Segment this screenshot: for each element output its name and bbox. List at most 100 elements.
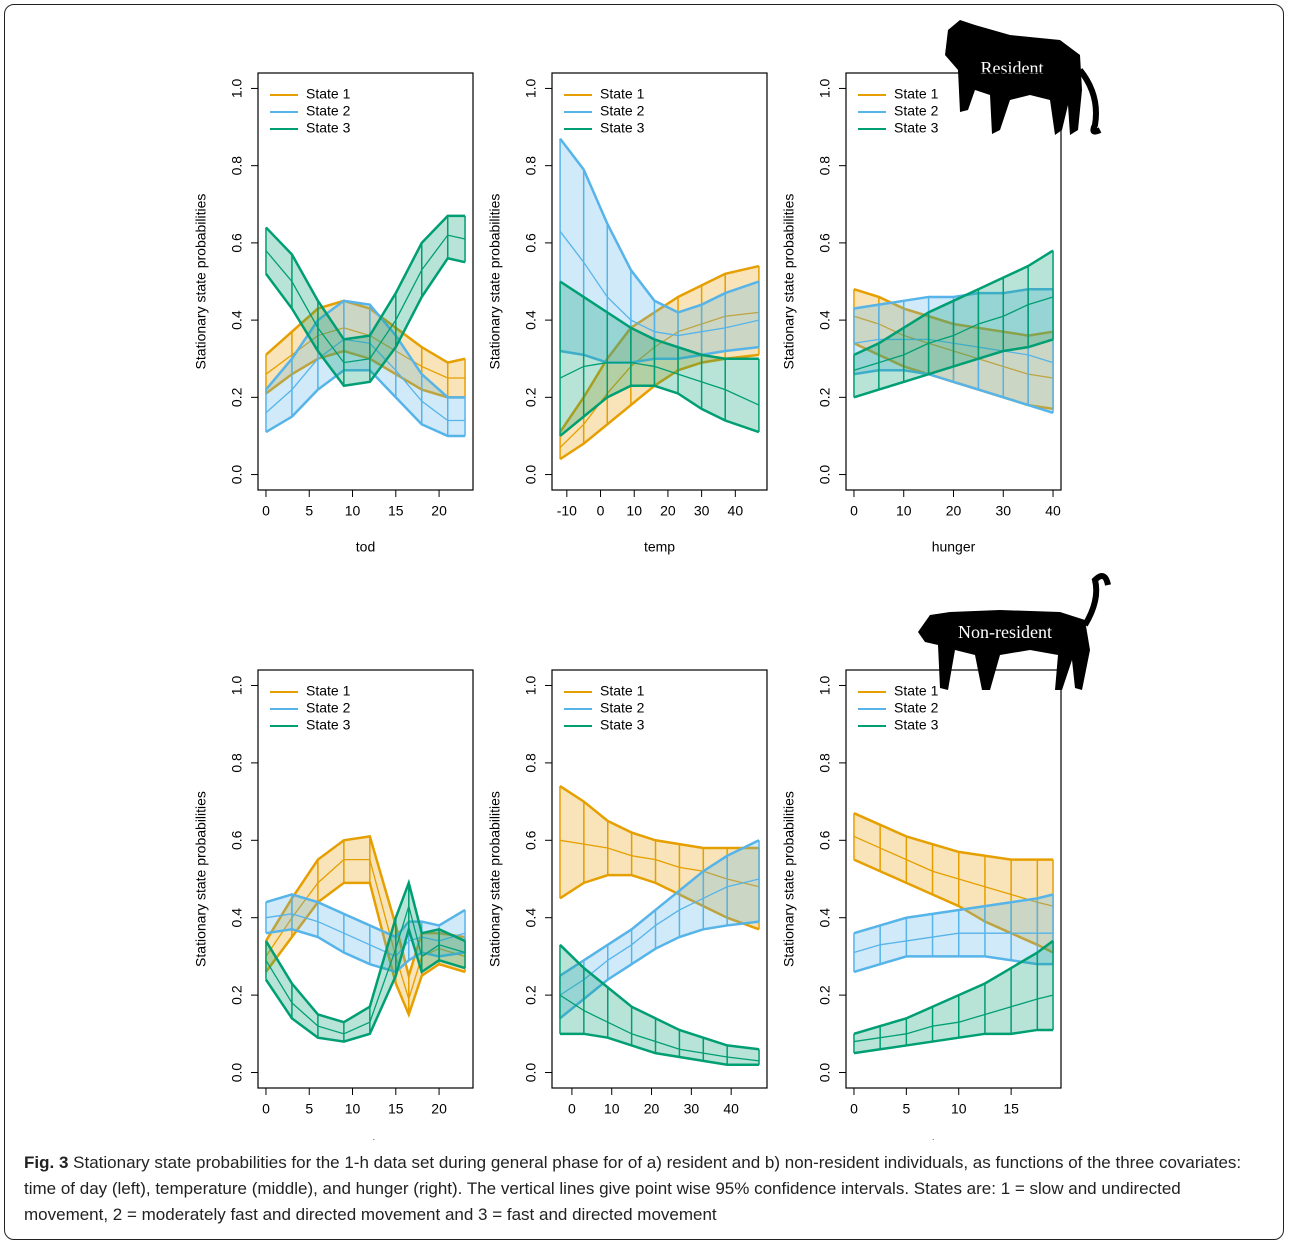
x-tick-label: 0 xyxy=(262,1101,270,1117)
mean-line xyxy=(559,839,760,888)
y-tick-label: 0.2 xyxy=(229,985,245,1005)
ci-band xyxy=(607,312,631,398)
legend-label: State 2 xyxy=(306,103,351,119)
mean-line xyxy=(853,932,1054,954)
x-axis-label: hunger xyxy=(932,539,976,555)
x-tick-label: 10 xyxy=(345,503,361,519)
y-tick-label: 0.4 xyxy=(523,908,539,928)
y-axis-label: Stationary state probabilities xyxy=(781,791,797,967)
ci-band xyxy=(1037,940,1054,1030)
ci-band xyxy=(560,281,584,436)
x-tick-label: 20 xyxy=(660,503,676,519)
caption-label: Fig. 3 xyxy=(24,1153,69,1172)
ci-band xyxy=(583,296,608,417)
y-tick-label: 0.8 xyxy=(523,753,539,773)
figure-caption: Fig. 3 Stationary state probabilities fo… xyxy=(24,1150,1269,1228)
legend-label: State 1 xyxy=(894,683,939,699)
y-tick-label: 0.6 xyxy=(229,830,245,850)
ci-band xyxy=(408,921,422,961)
ci-band xyxy=(1003,266,1029,351)
ci-band xyxy=(928,316,954,382)
ci-lower-line xyxy=(265,928,466,974)
ci-band xyxy=(1011,898,1038,965)
ci-band xyxy=(291,254,318,351)
y-tick-label: 0.8 xyxy=(523,156,539,176)
x-tick-label: 20 xyxy=(946,503,962,519)
ci-band xyxy=(408,882,422,972)
ci-upper-line xyxy=(853,812,1054,861)
legend-label: State 3 xyxy=(600,120,645,136)
x-tick-label: -10 xyxy=(557,503,577,519)
ci-band xyxy=(583,944,608,999)
ci-band xyxy=(630,269,655,363)
ci-upper-line xyxy=(559,839,760,977)
ci-band xyxy=(1028,250,1054,348)
ci-band xyxy=(1011,859,1038,945)
y-tick-label: 1.0 xyxy=(229,676,245,696)
ci-band xyxy=(343,300,370,359)
ci-band xyxy=(1028,331,1054,409)
ci-upper-line xyxy=(264,835,466,981)
ci-band xyxy=(631,1006,656,1054)
y-tick-label: 0.4 xyxy=(229,310,245,330)
figure: Resident Non-resident 0.0 0.2 0.4 0.6 0.8 1.0… xyxy=(193,20,1111,1140)
ci-band xyxy=(655,840,680,895)
ci-band xyxy=(906,913,933,957)
ci-lower-line xyxy=(559,1032,760,1067)
ci-band xyxy=(343,1006,370,1042)
ci-band xyxy=(560,397,584,460)
legend-label: State 1 xyxy=(600,86,645,102)
ci-band xyxy=(701,293,726,355)
ci-band xyxy=(291,983,318,1038)
ci-band xyxy=(343,300,370,371)
ci-band xyxy=(703,848,728,918)
y-tick-label: 0.0 xyxy=(817,465,833,485)
ci-lower-line xyxy=(559,873,760,931)
y-tick-label: 0.6 xyxy=(523,233,539,253)
y-tick-label: 0.2 xyxy=(229,387,245,407)
y-tick-label: 0.4 xyxy=(817,310,833,330)
ci-band xyxy=(953,323,979,390)
y-tick-label: 0.8 xyxy=(817,156,833,176)
legend-label: State 2 xyxy=(306,700,351,716)
y-tick-label: 0.0 xyxy=(817,1063,833,1083)
ci-upper-line xyxy=(853,287,1054,310)
mean-line xyxy=(265,234,466,364)
ci-upper-line xyxy=(265,214,466,341)
x-tick-label: 0 xyxy=(597,503,605,519)
ci-band xyxy=(583,358,608,444)
ci-upper-line xyxy=(264,878,466,1024)
x-axis-label: temp xyxy=(644,539,675,555)
panel: 0.0 0.2 0.4 0.6 0.8 1.0 -10 0 10 20 30 40 temp Statio… xyxy=(487,72,768,555)
mean-line xyxy=(559,361,760,406)
legend-label: State 1 xyxy=(306,86,351,102)
ci-band xyxy=(853,343,879,398)
x-tick-label: 10 xyxy=(345,1101,361,1117)
ci-band xyxy=(984,968,1012,1034)
ci-band xyxy=(701,354,726,421)
ci-band xyxy=(265,940,292,1019)
panel: 0.0 0.2 0.4 0.6 0.8 1.0 0 10 20 30 40 hunger Station… xyxy=(781,72,1062,555)
ci-upper-line xyxy=(853,249,1054,356)
ci-band xyxy=(958,851,985,922)
y-tick-label: 0.4 xyxy=(817,908,833,928)
x-axis-label: tod xyxy=(356,539,375,555)
ci-lower-line xyxy=(559,920,760,1020)
ci-band xyxy=(679,844,704,907)
x-axis-label: temp xyxy=(644,1137,675,1140)
non-resident-silhouette xyxy=(918,573,1111,690)
legend-label: State 1 xyxy=(306,683,351,699)
ci-band xyxy=(958,983,985,1038)
y-tick-label: 0.6 xyxy=(817,830,833,850)
y-axis-label: Stationary state probabilities xyxy=(193,194,209,370)
x-tick-label: 5 xyxy=(305,1101,313,1117)
ci-band xyxy=(953,289,979,367)
x-axis-label: tod xyxy=(356,1137,375,1140)
y-tick-label: 0.2 xyxy=(817,985,833,1005)
ci-band xyxy=(559,944,584,1034)
ci-band xyxy=(958,906,985,957)
legend-label: State 3 xyxy=(306,717,351,733)
y-tick-label: 0.4 xyxy=(229,908,245,928)
y-tick-label: 1.0 xyxy=(817,676,833,696)
ci-band xyxy=(265,894,292,934)
